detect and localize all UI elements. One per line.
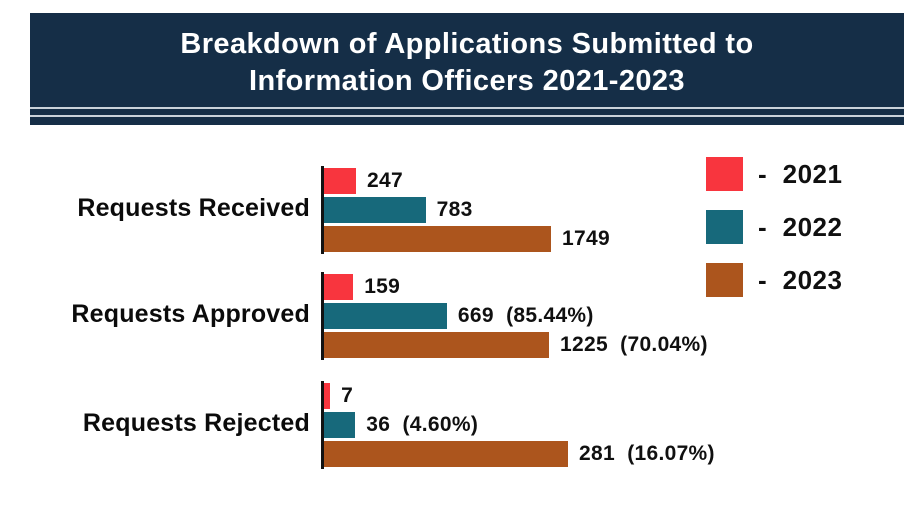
legend-item-2023: - 2023 bbox=[706, 263, 842, 297]
bar-group-3: Requests Rejected 7 36 (4.60%) 281 (16.07%) bbox=[83, 381, 715, 469]
bar-2021 bbox=[324, 383, 331, 409]
bar-2022 bbox=[324, 412, 356, 438]
bar-2023 bbox=[324, 226, 551, 252]
bar-2023 bbox=[324, 332, 549, 358]
value-label: 669 (85.44%) bbox=[457, 304, 594, 327]
legend: - 2021 - 2022 - 2023 bbox=[706, 157, 842, 316]
bar-2023 bbox=[324, 441, 568, 467]
legend-swatch-2023 bbox=[706, 263, 743, 297]
legend-label: - 2022 bbox=[758, 211, 843, 242]
category-label: Requests Rejected bbox=[82, 409, 310, 437]
value-label: 1749 bbox=[562, 227, 610, 250]
legend-item-2022: - 2022 bbox=[706, 210, 842, 244]
legend-label: - 2023 bbox=[758, 264, 843, 295]
bar-2021 bbox=[324, 274, 354, 300]
value-label: 36 (4.60%) bbox=[366, 413, 479, 436]
bar-group-1: Requests Received 247 783 1749 bbox=[77, 166, 610, 254]
bar-row: 247 bbox=[324, 168, 610, 194]
category-label: Requests Approved bbox=[71, 300, 310, 328]
bar-group-2: Requests Approved 159 669 (85.44%) 1225 (70… bbox=[71, 272, 708, 360]
value-label: 247 bbox=[367, 169, 403, 192]
bar-row: 7 bbox=[324, 383, 715, 409]
bar-row: 36 (4.60%) bbox=[324, 412, 715, 438]
bar-2022 bbox=[324, 303, 447, 329]
bar-row: 783 bbox=[324, 197, 610, 223]
chart-title: Breakdown of Applications Submitted to I… bbox=[30, 13, 904, 100]
legend-item-2021: - 2021 bbox=[706, 157, 842, 191]
bar-row: 1225 (70.04%) bbox=[324, 332, 708, 358]
chart-title-line1: Breakdown of Applications Submitted to bbox=[180, 28, 754, 60]
bar-row: 159 bbox=[324, 274, 708, 300]
title-banner: Breakdown of Applications Submitted to I… bbox=[30, 13, 904, 125]
chart-title-line2: Information Officers 2021-2023 bbox=[249, 65, 685, 97]
legend-swatch-2022 bbox=[706, 210, 743, 244]
value-label: 281 (16.07%) bbox=[579, 442, 715, 465]
bar-row: 281 (16.07%) bbox=[324, 441, 715, 467]
value-label: 1225 (70.04%) bbox=[560, 333, 708, 356]
value-label: 159 bbox=[364, 275, 401, 298]
bar-row: 669 (85.44%) bbox=[324, 303, 708, 329]
bar-row: 1749 bbox=[324, 226, 610, 252]
legend-label: - 2021 bbox=[758, 158, 843, 189]
category-label: Requests Received bbox=[77, 194, 310, 222]
bar-2021 bbox=[324, 168, 357, 194]
value-label: 783 bbox=[436, 198, 473, 221]
value-label: 7 bbox=[341, 384, 354, 407]
bar-2022 bbox=[324, 197, 426, 223]
banner-double-rule bbox=[30, 107, 904, 117]
legend-swatch-2021 bbox=[706, 157, 743, 191]
